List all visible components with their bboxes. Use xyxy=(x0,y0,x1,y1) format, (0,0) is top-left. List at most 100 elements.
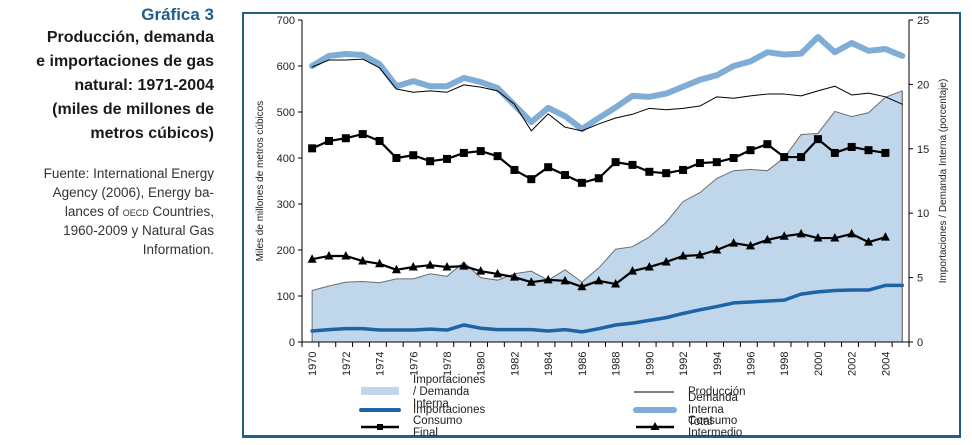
x-tick-label: 1990 xyxy=(644,352,656,376)
marker-consumo-final xyxy=(308,144,317,153)
marker-consumo-intermedio xyxy=(695,250,705,259)
marker-consumo-intermedio xyxy=(864,237,874,246)
legend-thin-line xyxy=(634,391,674,393)
marker-consumo-intermedio xyxy=(459,261,469,270)
source-text: lances of xyxy=(64,204,119,219)
y2-tick-label: 10 xyxy=(917,208,929,220)
marker-consumo-intermedio xyxy=(442,262,452,271)
marker-consumo-intermedio xyxy=(341,250,351,260)
title-line: (miles de millones de xyxy=(52,101,214,118)
marker-consumo-final xyxy=(864,146,873,155)
source-line: Agency (2006), Energy ba- xyxy=(52,185,214,200)
y2-tick-label: 5 xyxy=(917,273,923,285)
legend-label: Producción xyxy=(688,386,746,398)
source-line: Fuente: International Energy xyxy=(43,166,214,181)
marker-consumo-final xyxy=(695,159,704,168)
y-tick-label: 600 xyxy=(277,61,295,73)
x-tick-label: 1970 xyxy=(307,352,319,376)
marker-consumo-final xyxy=(813,135,822,144)
y-tick-label: 300 xyxy=(277,199,295,211)
marker-consumo-intermedio xyxy=(678,250,688,260)
axes-group: 0 100 200 300 400 500 600 700 0 5 10 15 20 25 1970 1972… xyxy=(277,15,930,376)
marker-consumo-final xyxy=(375,136,384,145)
x-tick-label: 1992 xyxy=(678,352,690,376)
title-line: Producción, demanda xyxy=(46,29,214,46)
x-tick-label: 1984 xyxy=(543,352,555,376)
legend-thick-light-line xyxy=(633,407,677,413)
marker-consumo-intermedio xyxy=(796,228,806,238)
marker-consumo-final xyxy=(392,154,401,162)
marker-consumo-intermedio xyxy=(509,272,519,281)
side-panel: Gráfica 3 Producción, demanda e importac… xyxy=(0,4,214,259)
area-series-group xyxy=(311,90,903,342)
x-tick-label: 2000 xyxy=(813,352,825,376)
marker-consumo-intermedio xyxy=(391,264,401,274)
x-tick-label: 1974 xyxy=(375,352,387,376)
marker-consumo-intermedio xyxy=(594,275,604,285)
x-tick-label: 1994 xyxy=(712,352,724,376)
legend-item-importaciones: Importaciones xyxy=(355,402,485,418)
marker-consumo-intermedio xyxy=(577,281,587,291)
legend-label: Importaciones / Demanda Interna xyxy=(413,374,486,410)
y2-axis-title: Importaciones / Demanda Interna (porcent… xyxy=(938,79,949,284)
marker-consumo-intermedio xyxy=(729,238,739,247)
marker-consumo-final xyxy=(324,136,333,145)
marker-consumo-final xyxy=(443,154,452,163)
marker-consumo-intermedio xyxy=(425,260,435,269)
marker-consumo-intermedio xyxy=(526,277,536,286)
marker-consumo-final xyxy=(510,165,519,174)
x-tick-label: 1972 xyxy=(341,352,353,376)
marker-consumo-final xyxy=(729,154,738,162)
marker-consumo-final xyxy=(426,157,435,166)
marker-consumo-intermedio xyxy=(358,256,368,265)
title-line: e importaciones de gas xyxy=(36,53,214,70)
x-tick-label: 1976 xyxy=(408,352,420,376)
line-demanda-interna-total xyxy=(309,34,906,133)
marker-consumo-final xyxy=(577,178,586,187)
marker-consumo-final xyxy=(746,146,755,155)
legend-area-swatch xyxy=(361,387,399,395)
marker-consumo-intermedio xyxy=(813,233,823,242)
marker-consumo-intermedio xyxy=(324,250,334,260)
figure-title: Producción, demanda e importaciones de g… xyxy=(0,26,214,146)
marker-consumo-final xyxy=(645,167,654,176)
line-produccion xyxy=(311,58,903,132)
marker-consumo-final xyxy=(527,175,536,184)
source-line: Information. xyxy=(142,242,214,257)
area-edge-line xyxy=(311,90,903,291)
chart-frame xyxy=(242,12,961,438)
x-tick-label: 2002 xyxy=(847,352,859,376)
marker-consumo-intermedio xyxy=(847,228,857,238)
marker-consumo-intermedio xyxy=(661,256,671,266)
y-tick-label: 0 xyxy=(289,337,295,349)
marker-consumo-intermedio xyxy=(644,262,654,271)
x-tick-label: 1978 xyxy=(442,352,454,376)
y2-tick-label: 20 xyxy=(917,79,929,91)
marker-consumo-final xyxy=(611,158,620,167)
marker-consumo-intermedio xyxy=(779,231,789,240)
marker-consumo-final xyxy=(476,147,485,156)
marker-consumo-final xyxy=(797,153,806,162)
marker-consumo-final xyxy=(679,165,688,174)
line-series-group xyxy=(307,34,906,334)
marker-consumo-intermedio xyxy=(476,266,486,275)
y-tick-label: 400 xyxy=(277,153,295,165)
y2-tick-label: 15 xyxy=(917,144,929,156)
marker-consumo-final xyxy=(830,148,839,157)
legend-label: Consumo Intermedio xyxy=(688,415,743,439)
title-line: metros cúbicos) xyxy=(90,125,214,142)
marker-consumo-intermedio xyxy=(762,234,772,244)
x-tick-label: 1998 xyxy=(779,352,791,376)
line-importaciones xyxy=(310,283,905,334)
legend-label: Demanda Interna Total xyxy=(688,392,738,428)
marker-consumo-final xyxy=(561,171,570,180)
marker-consumo-intermedio xyxy=(543,274,553,284)
marker-consumo-final xyxy=(881,148,890,157)
marker-consumo-final xyxy=(763,140,772,149)
source-line: 1960-2009 y Natural Gas xyxy=(63,223,214,238)
marker-consumo-final xyxy=(341,134,350,143)
source-oecd: OECD xyxy=(122,204,149,219)
legend-square-marker-line xyxy=(361,424,399,430)
marker-consumo-final xyxy=(594,174,603,183)
marker-consumo-final xyxy=(662,169,671,178)
